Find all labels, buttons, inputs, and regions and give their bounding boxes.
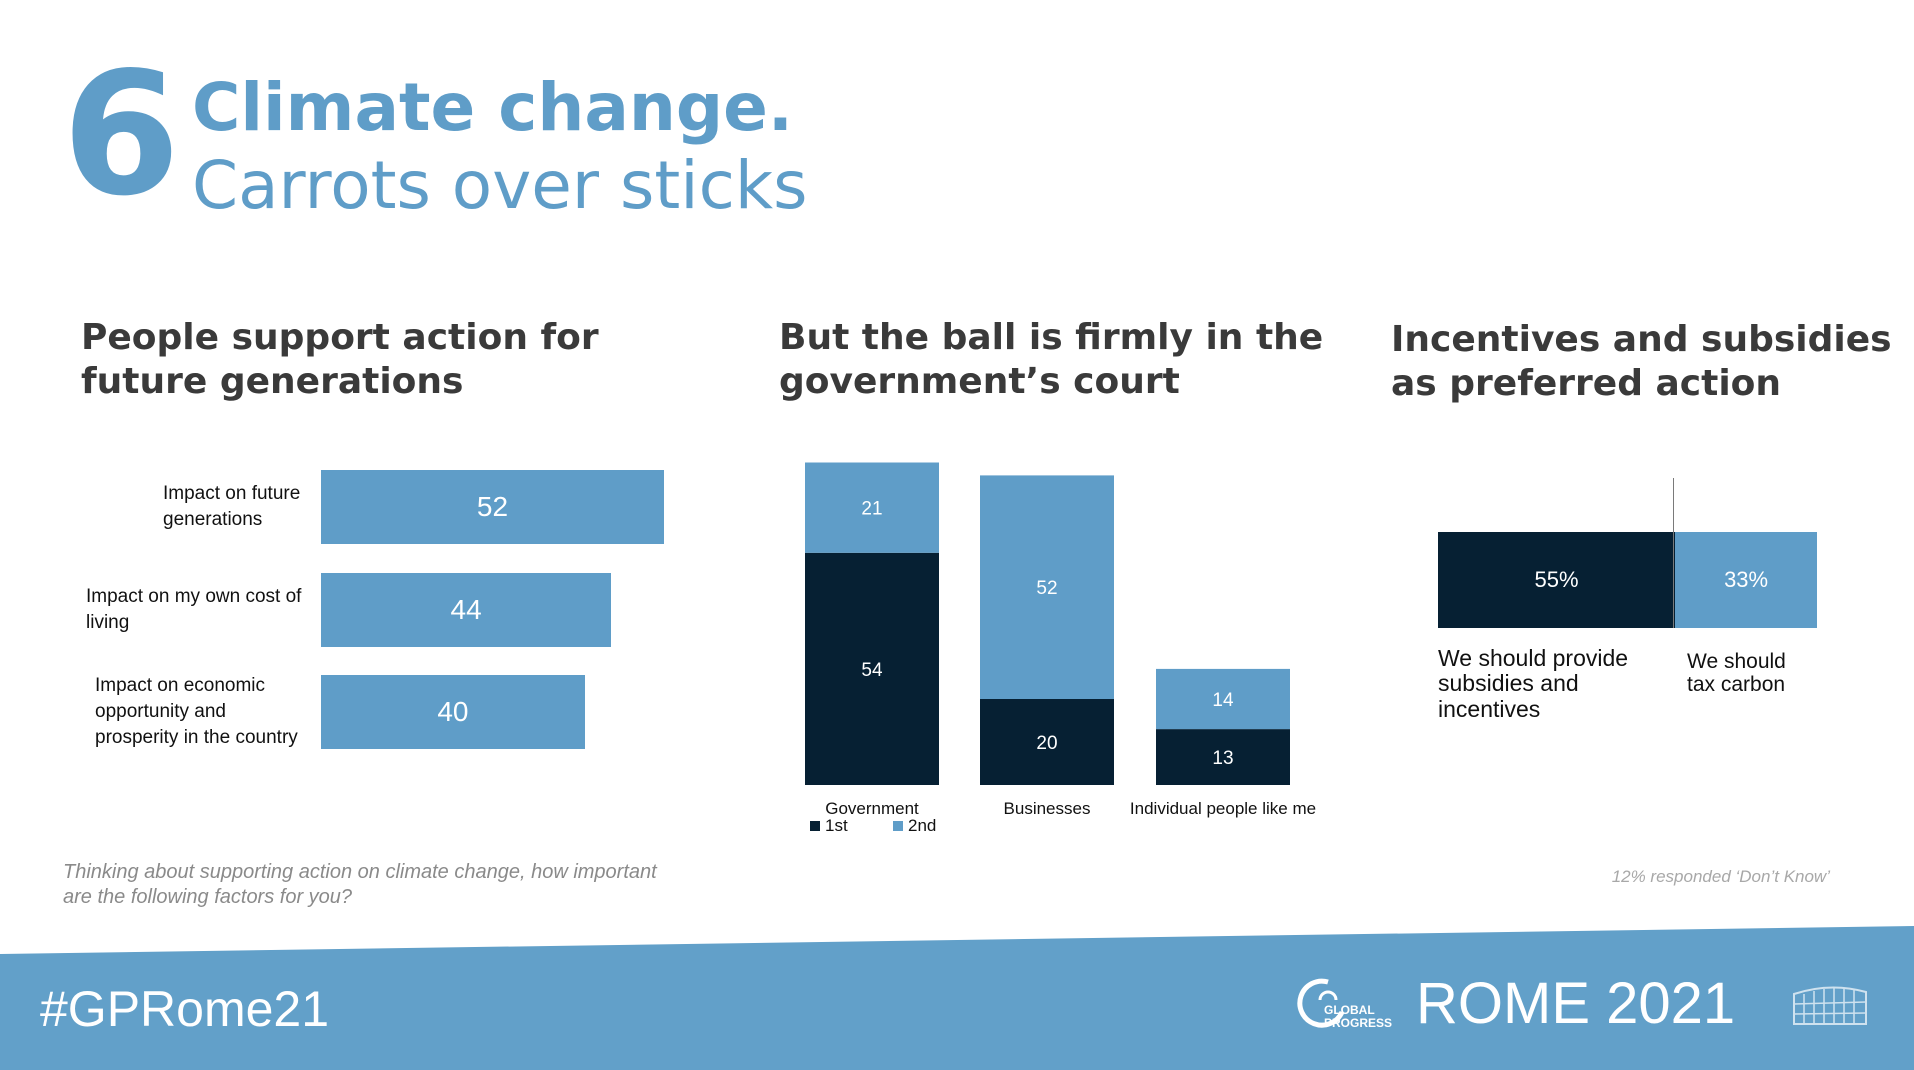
bar-value-label: 14 [1212, 690, 1234, 711]
category-label: Businesses [1004, 799, 1091, 818]
bar: 52 [321, 470, 664, 544]
bar-segment [1156, 668, 1290, 730]
bar-segment [805, 552, 939, 785]
bar-segment [1156, 729, 1290, 785]
footer-hashtag: #GPRome21 [40, 981, 330, 1037]
section-number: 6 [62, 36, 180, 234]
bar-value-label: 55% [1534, 567, 1579, 592]
category-label: We should tax carbon [1687, 650, 1786, 697]
bar-value-label: 40 [437, 696, 469, 727]
colosseum-icon [1793, 986, 1867, 1025]
bar-segment [980, 475, 1114, 699]
bar-segment: 55% [1438, 532, 1675, 628]
bar-value-label: 20 [1036, 733, 1057, 754]
bar-value-label: 13 [1212, 748, 1233, 769]
page-subtitle: Carrots over sticks [192, 147, 808, 224]
bar-segment: 33% [1675, 532, 1818, 628]
category-label: Individual people like me [1130, 799, 1316, 818]
bar-value-label: 52 [476, 491, 509, 522]
footer-band [0, 926, 1914, 1070]
panel-3-title: Incentives and subsidies as preferred ac… [1391, 319, 1892, 404]
footer-event: ROME 2021 [1416, 971, 1736, 1036]
legend-label: 2nd [908, 816, 936, 835]
bar-value-label: 54 [861, 660, 883, 681]
category-label: Impact on economic opportunity and prosper… [95, 675, 298, 748]
footer-logo-text: GLOBAL PROGRESS [1324, 1003, 1393, 1030]
bar-value-label: 44 [450, 594, 482, 625]
legend-swatch [893, 821, 903, 831]
panel-1-title: People support action for future generat… [81, 317, 599, 402]
bar-value-label: 33% [1724, 567, 1769, 592]
panel-2-title: But the ball is firmly in the government… [779, 317, 1324, 402]
legend-label: 1st [825, 816, 848, 835]
chart-responsibility: 54 21 Government 20 52 Businesses 13 14 Individu… [805, 462, 1316, 835]
divider-line [1673, 478, 1674, 628]
bar: 40 [321, 675, 585, 749]
bar-segment [980, 699, 1114, 785]
global-progress-logo-icon [1297, 978, 1345, 1028]
category-label: Government [825, 799, 919, 818]
page-title: Climate change. [192, 69, 793, 146]
bar-segment [805, 462, 939, 553]
legend-swatch [810, 821, 820, 831]
chart-1-question-note: Thinking about supporting action on clim… [63, 861, 657, 908]
category-label: Impact on future generations [163, 483, 301, 530]
bar-value-label: 52 [1036, 578, 1057, 599]
bar: 44 [321, 573, 612, 647]
category-label: We should provide subsidies and incentives [1438, 645, 1629, 722]
bar-value-label: 21 [861, 499, 882, 520]
category-label: Impact on my own cost of living [86, 586, 302, 633]
dont-know-note: 12% responded ‘Don’t Know’ [1611, 867, 1830, 886]
